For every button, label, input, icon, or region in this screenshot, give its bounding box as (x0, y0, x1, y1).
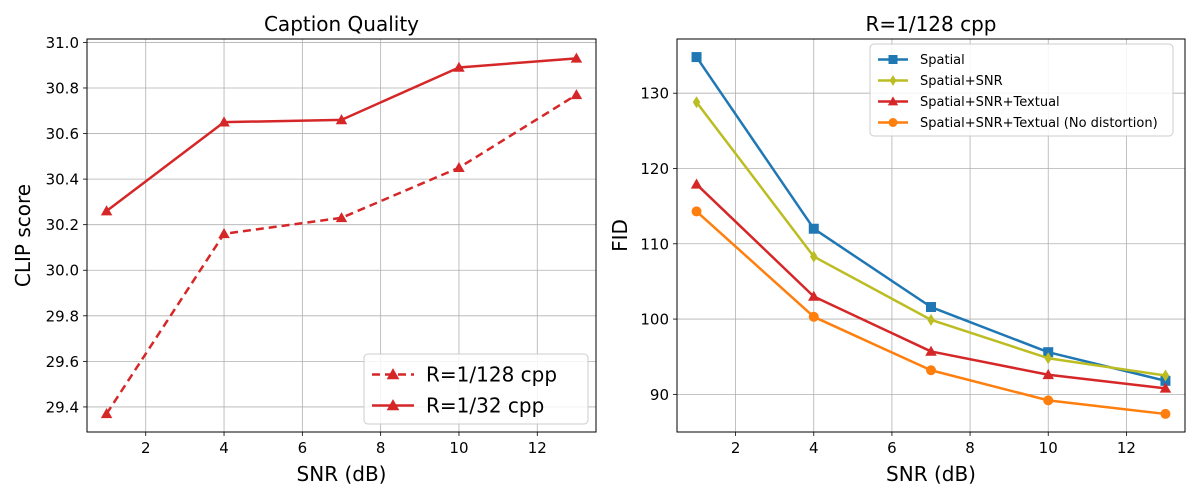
x-tick-label: 12 (528, 439, 547, 457)
data-point (1161, 369, 1170, 382)
plot-frame (86, 38, 597, 433)
data-point (927, 313, 935, 326)
chart-title: R=1/128 cpp (865, 12, 996, 36)
y-tick-label: 110 (640, 235, 669, 253)
data-point (570, 89, 583, 100)
legend-box (363, 353, 589, 425)
ticks: 2 4 6 8 10 12 90 100 110 120 130 (640, 85, 1136, 457)
data-point (100, 408, 113, 419)
data-point (926, 302, 936, 313)
legend-marker (889, 75, 897, 86)
data-point (1042, 369, 1054, 380)
data-point (1043, 395, 1054, 406)
data-point (691, 206, 702, 217)
data-point (810, 250, 818, 263)
data-point (692, 96, 701, 109)
data-point (453, 61, 465, 72)
ticks: 2 4 6 8 10 12 29.4 29.6 29.8 30.0 30.2 30.4 30.6 30.8… (46, 34, 547, 457)
legend-marker (386, 368, 400, 380)
legend: Spatial Spatial+SNR Spatial+SNR+Textual Spa… (869, 43, 1174, 137)
series-line (695, 210, 1166, 416)
data-point (1044, 352, 1052, 365)
data-point (1159, 382, 1172, 393)
y-tick-label: 130 (640, 85, 669, 103)
x-tick-label: 2 (141, 439, 151, 457)
series (690, 52, 1172, 419)
grid (87, 39, 596, 432)
series-line (105, 57, 577, 213)
legend-label: Spatial (920, 53, 965, 68)
x-axis-label: SNR (dB) (886, 462, 976, 486)
y-tick-label: 90 (650, 386, 669, 404)
x-tick-label: 2 (731, 439, 741, 457)
y-tick-label: 29.6 (46, 353, 79, 371)
data-point (808, 290, 820, 301)
y-tick-label: 29.8 (46, 307, 79, 325)
legend-marker (888, 55, 898, 64)
y-tick-label: 120 (640, 160, 669, 178)
legend-label: R=1/128 cpp (426, 363, 557, 387)
x-tick-label: 10 (449, 439, 468, 457)
y-tick-label: 31.0 (46, 34, 79, 52)
x-tick-label: 8 (965, 439, 975, 457)
x-tick-label: 4 (809, 439, 819, 457)
y-tick-label: 30.4 (46, 171, 79, 189)
series-line (105, 93, 578, 415)
data-point (1160, 408, 1171, 419)
legend-marker (887, 96, 899, 106)
data-point (808, 311, 819, 322)
legend-label: Spatial+SNR+Textual (920, 95, 1060, 110)
data-point (453, 161, 465, 173)
legend-box (869, 43, 1174, 137)
data-point (925, 345, 937, 356)
plot-frame (676, 38, 1186, 433)
data-point (926, 365, 936, 376)
x-axis-label: SNR (dB) (297, 462, 387, 486)
legend-label: Spatial+SNR+Textual (No distortion) (920, 116, 1158, 131)
legend-marker (386, 399, 400, 411)
legend-label: Spatial+SNR (920, 74, 1003, 89)
y-tick-label: 29.4 (46, 398, 79, 416)
x-tick-label: 10 (1039, 439, 1058, 457)
data-point (218, 116, 230, 127)
y-tick-label: 30.2 (46, 216, 79, 234)
data-point (570, 52, 583, 63)
data-point (808, 223, 819, 234)
series (100, 52, 583, 419)
legend-marker (888, 118, 898, 127)
x-tick-label: 6 (887, 439, 897, 457)
caption-quality-chart: Caption Quality SNR (dB) CLIP score 2 4 6 8… (11, 12, 597, 486)
series-line (695, 183, 1166, 390)
y-axis-label: FID (608, 219, 632, 252)
x-tick-label: 12 (1117, 439, 1136, 457)
x-tick-label: 4 (219, 439, 229, 457)
y-axis-label: CLIP score (11, 184, 35, 287)
legend-label: R=1/32 cpp (426, 394, 544, 418)
data-point (218, 228, 230, 239)
y-tick-label: 30.0 (46, 262, 79, 280)
x-tick-label: 8 (376, 439, 386, 457)
y-tick-label: 30.8 (46, 79, 79, 97)
y-tick-label: 30.6 (46, 125, 79, 143)
legend: R=1/128 cpp R=1/32 cpp (363, 353, 589, 425)
data-point (691, 52, 702, 63)
data-point (335, 212, 348, 223)
x-tick-label: 6 (298, 439, 308, 457)
series-line (695, 101, 1166, 377)
data-point (100, 205, 113, 216)
data-point (690, 178, 703, 189)
chart-title: Caption Quality (264, 12, 419, 36)
fid-chart: R=1/128 cpp SNR (dB) FID 2 4 6 8 10 12 90 100 11… (608, 12, 1186, 486)
data-point (335, 114, 348, 125)
y-tick-label: 100 (640, 311, 669, 329)
data-point (1043, 347, 1054, 358)
